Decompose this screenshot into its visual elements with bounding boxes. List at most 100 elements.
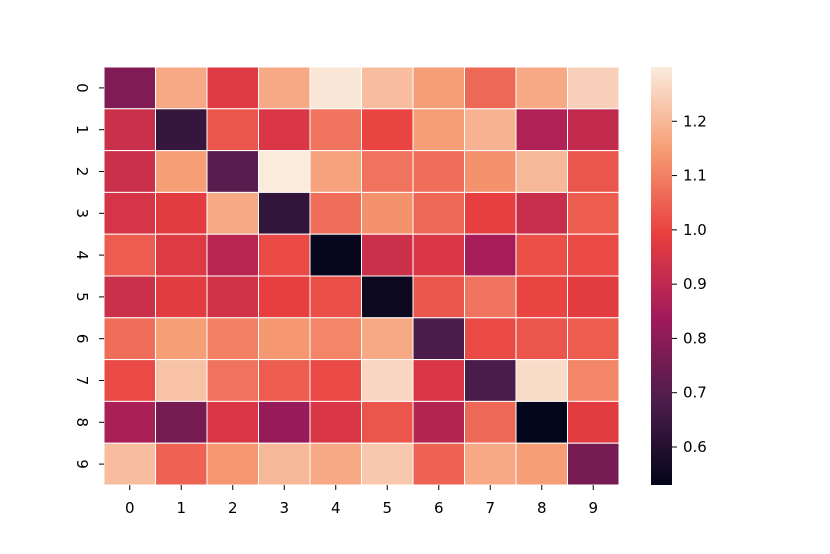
heatmap-cell-r1-c4 xyxy=(309,108,362,152)
heatmap-cell-r6-c4 xyxy=(309,317,362,361)
heatmap-cell-r8-c0 xyxy=(103,400,156,444)
heatmap-cell-r3-c2 xyxy=(206,191,259,235)
heatmap-cell-r3-c6 xyxy=(412,191,465,235)
x-tick-label: 9 xyxy=(588,499,598,517)
heatmap-cell-r8-c8 xyxy=(515,400,568,444)
heatmap-cell-r4-c8 xyxy=(515,233,568,277)
heatmap-cell-r9-c6 xyxy=(412,442,465,486)
y-tick-label: 9 xyxy=(73,459,91,469)
heatmap-cell-r4-c6 xyxy=(412,233,465,277)
heatmap-cell-r9-c2 xyxy=(206,442,259,486)
heatmap-cell-r0-c7 xyxy=(464,66,517,110)
heatmap-cell-r3-c0 xyxy=(103,191,156,235)
heatmap-cell-r2-c9 xyxy=(567,150,620,193)
heatmap-cell-r4-c0 xyxy=(103,233,156,277)
heatmap-cell-r2-c4 xyxy=(309,150,362,193)
heatmap-cell-r6-c5 xyxy=(361,317,414,361)
heatmap-cell-r8-c9 xyxy=(567,400,620,444)
heatmap-cell-r9-c3 xyxy=(258,442,311,486)
heatmap-cell-r2-c3 xyxy=(258,150,311,193)
heatmap-cell-r2-c1 xyxy=(155,150,208,193)
heatmap-cell-r9-c1 xyxy=(155,442,208,486)
heatmap-cell-r1-c3 xyxy=(258,108,311,152)
heatmap-cell-r0-c8 xyxy=(515,66,568,110)
heatmap-cells xyxy=(103,66,620,486)
heatmap-cell-r5-c9 xyxy=(567,275,620,319)
heatmap-cell-r5-c8 xyxy=(515,275,568,319)
heatmap-cell-r6-c6 xyxy=(412,317,465,361)
colorbar-tick-label: 0.6 xyxy=(683,438,707,456)
heatmap-cell-r8-c5 xyxy=(361,400,414,444)
heatmap-cell-r1-c5 xyxy=(361,108,414,152)
heatmap-cell-r7-c7 xyxy=(464,359,517,402)
y-tick-label: 1 xyxy=(73,125,91,135)
heatmap-cell-r3-c3 xyxy=(258,191,311,235)
heatmap-cell-r9-c7 xyxy=(464,442,517,486)
x-tick-label: 1 xyxy=(176,499,186,517)
heatmap-cell-r0-c1 xyxy=(155,66,208,110)
heatmap-cell-r5-c7 xyxy=(464,275,517,319)
heatmap-cell-r0-c2 xyxy=(206,66,259,110)
colorbar-tick-label: 1.0 xyxy=(683,221,707,239)
heatmap-cell-r4-c2 xyxy=(206,233,259,277)
y-axis: 0 1 2 3 4 5 6 7 8 9 xyxy=(73,83,104,469)
y-tick-label: 3 xyxy=(73,209,91,219)
x-tick-label: 2 xyxy=(228,499,238,517)
heatmap-cell-r1-c1 xyxy=(155,108,208,152)
x-tick-label: 0 xyxy=(125,499,135,517)
heatmap-cell-r5-c6 xyxy=(412,275,465,319)
heatmap-cell-r7-c8 xyxy=(515,359,568,402)
heatmap-cell-r8-c4 xyxy=(309,400,362,444)
y-tick-label: 6 xyxy=(73,334,91,344)
colorbar-gradient xyxy=(651,67,672,485)
heatmap-cell-r2-c8 xyxy=(515,150,568,193)
heatmap-cell-r0-c6 xyxy=(412,66,465,110)
heatmap-cell-r9-c9 xyxy=(567,442,620,486)
heatmap-cell-r7-c1 xyxy=(155,359,208,402)
x-tick-label: 6 xyxy=(434,499,444,517)
heatmap-cell-r7-c3 xyxy=(258,359,311,402)
heatmap-cell-r6-c1 xyxy=(155,317,208,361)
heatmap-cell-r7-c4 xyxy=(309,359,362,402)
heatmap-cell-r7-c5 xyxy=(361,359,414,402)
heatmap-cell-r3-c8 xyxy=(515,191,568,235)
heatmap-cell-r1-c8 xyxy=(515,108,568,152)
heatmap-cell-r3-c4 xyxy=(309,191,362,235)
heatmap-cell-r5-c0 xyxy=(103,275,156,319)
heatmap-cell-r3-c1 xyxy=(155,191,208,235)
heatmap-cell-r0-c3 xyxy=(258,66,311,110)
heatmap-cell-r7-c2 xyxy=(206,359,259,402)
heatmap-cell-r4-c9 xyxy=(567,233,620,277)
heatmap-cell-r9-c4 xyxy=(309,442,362,486)
y-tick-label: 8 xyxy=(73,418,91,428)
heatmap-cell-r1-c2 xyxy=(206,108,259,152)
y-tick-label: 7 xyxy=(73,376,91,386)
heatmap-cell-r5-c4 xyxy=(309,275,362,319)
heatmap-cell-r2-c5 xyxy=(361,150,414,193)
heatmap-cell-r5-c3 xyxy=(258,275,311,319)
y-tick-label: 5 xyxy=(73,292,91,302)
x-tick-label: 8 xyxy=(537,499,547,517)
colorbar: 0.6 0.7 0.8 0.9 1.0 1.1 1.2 xyxy=(651,67,707,485)
heatmap-cell-r1-c9 xyxy=(567,108,620,152)
heatmap-cell-r5-c2 xyxy=(206,275,259,319)
heatmap-cell-r7-c9 xyxy=(567,359,620,402)
heatmap-cell-r5-c1 xyxy=(155,275,208,319)
colorbar-tick-label: 0.8 xyxy=(683,329,707,347)
heatmap-cell-r0-c4 xyxy=(309,66,362,110)
heatmap-cell-r6-c3 xyxy=(258,317,311,361)
colorbar-tick-label: 0.9 xyxy=(683,275,707,293)
heatmap-cell-r4-c1 xyxy=(155,233,208,277)
heatmap-cell-r8-c1 xyxy=(155,400,208,444)
y-tick-label: 0 xyxy=(73,83,91,93)
heatmap-cell-r9-c8 xyxy=(515,442,568,486)
heatmap-cell-r9-c0 xyxy=(103,442,156,486)
x-axis: 0 1 2 3 4 5 6 7 8 9 xyxy=(125,485,598,517)
heatmap-cell-r4-c7 xyxy=(464,233,517,277)
heatmap-cell-r2-c7 xyxy=(464,150,517,193)
x-tick-label: 7 xyxy=(485,499,495,517)
heatmap-cell-r2-c0 xyxy=(103,150,156,193)
heatmap-cell-r0-c9 xyxy=(567,66,620,110)
heatmap-cell-r0-c0 xyxy=(103,66,156,110)
